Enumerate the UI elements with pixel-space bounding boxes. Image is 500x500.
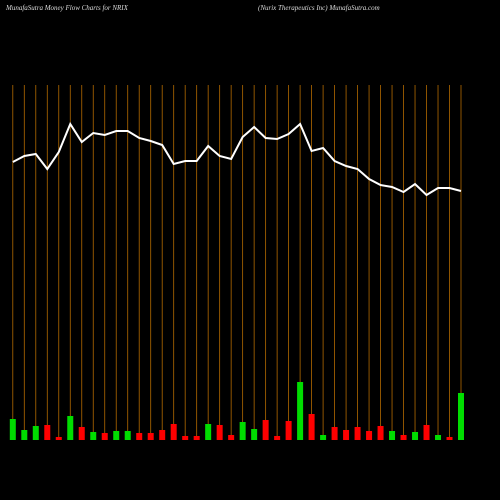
- volume-bar: [297, 382, 304, 440]
- volume-bar: [90, 432, 97, 440]
- volume-bar: [400, 435, 407, 440]
- volume-bar: [354, 427, 361, 440]
- volume-bar: [170, 424, 177, 440]
- volume-bar: [101, 433, 108, 440]
- volume-bar: [205, 424, 212, 440]
- volume-bar: [136, 433, 143, 440]
- volume-bar: [366, 431, 373, 440]
- volume-bar: [21, 430, 28, 440]
- volume-bar: [182, 436, 189, 440]
- volume-bar: [435, 435, 442, 440]
- volume-bar: [389, 431, 396, 440]
- volume-bar: [193, 436, 200, 440]
- volume-bar: [251, 429, 258, 440]
- volume-bar: [113, 431, 120, 440]
- volume-bar: [44, 425, 51, 440]
- volume-bar: [285, 421, 292, 440]
- volume-bar: [423, 425, 430, 440]
- volume-bar: [377, 426, 384, 440]
- volume-bar: [274, 436, 281, 440]
- volume-bar: [78, 427, 85, 440]
- chart-title: MunafaSutra Money Flow Charts for NRIX: [5, 4, 129, 12]
- volume-bar: [446, 437, 453, 440]
- volume-bar: [159, 430, 166, 440]
- volume-bar: [55, 437, 62, 440]
- volume-bar: [262, 420, 269, 440]
- volume-bar: [308, 414, 315, 440]
- volume-bar: [320, 435, 327, 440]
- volume-bar: [147, 433, 154, 440]
- volume-bar: [216, 425, 223, 440]
- volume-bar: [67, 416, 74, 440]
- volume-bar: [9, 419, 16, 440]
- volume-bar: [458, 393, 464, 440]
- volume-bar: [239, 422, 246, 440]
- volume-bar: [412, 432, 419, 440]
- price-line: [12, 121, 462, 197]
- chart-subtitle: (Nurix Therapeutics Inc) MunafaSutra.com: [258, 4, 380, 12]
- volume-bar: [32, 426, 39, 440]
- volume-bar: [343, 430, 350, 440]
- volume-bar: [331, 427, 338, 440]
- volume-bar: [124, 431, 131, 440]
- volume-bar: [228, 435, 235, 440]
